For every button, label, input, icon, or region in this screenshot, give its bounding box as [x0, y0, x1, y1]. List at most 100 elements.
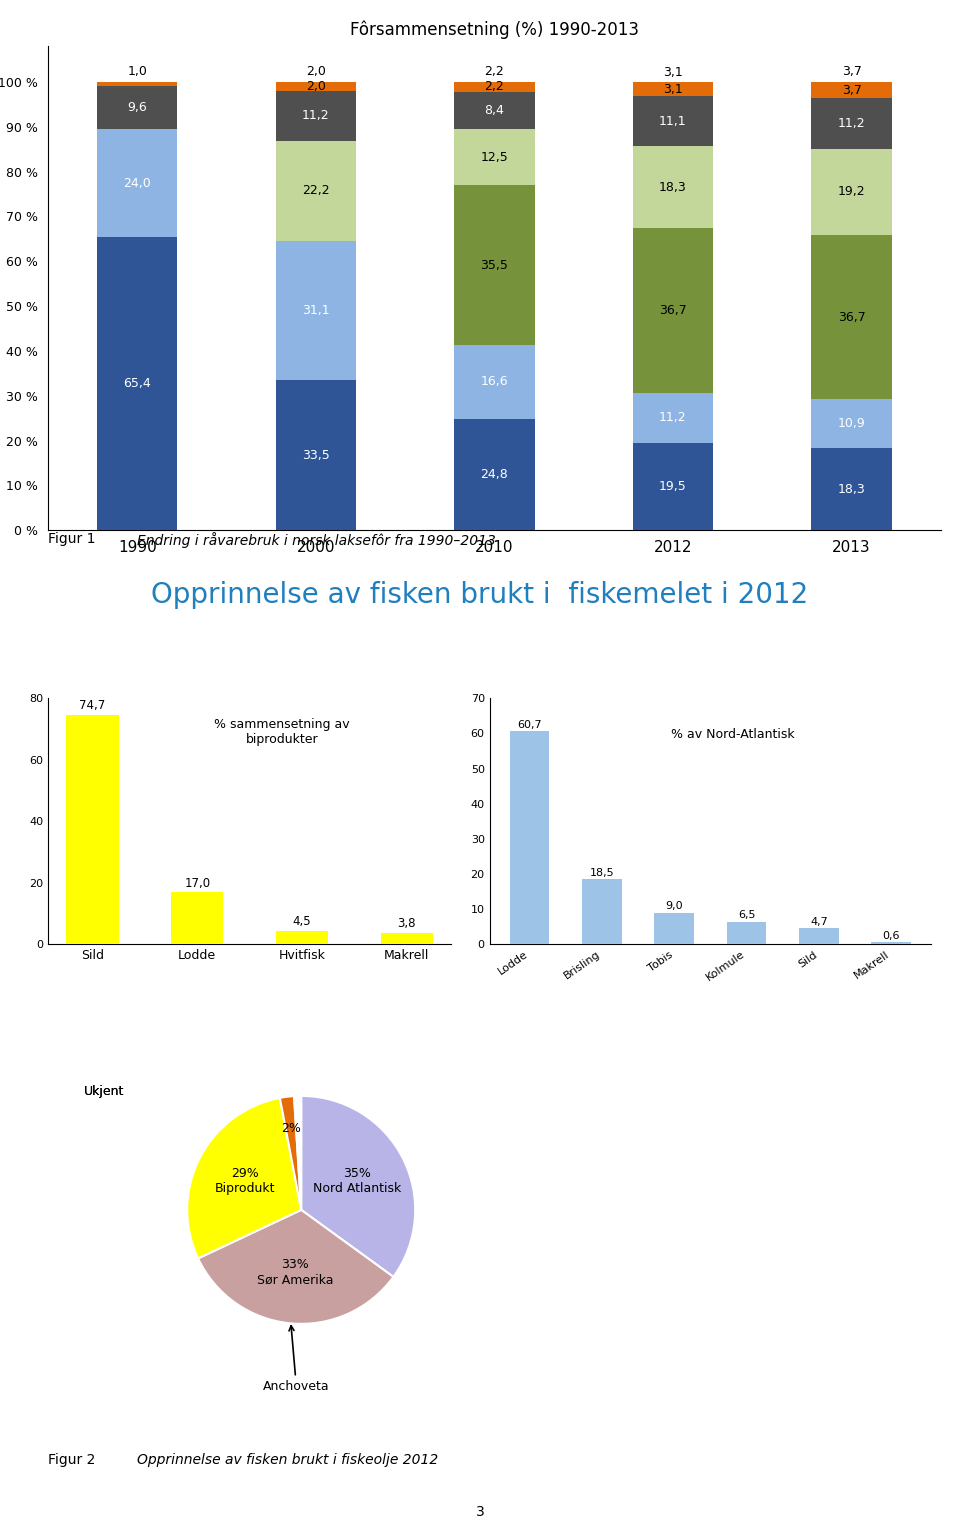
Bar — [276, 81, 356, 91]
Bar — [97, 86, 178, 129]
Bar — [811, 448, 892, 531]
Text: 31,1: 31,1 — [302, 304, 329, 318]
Text: Figur 1: Figur 1 — [48, 532, 95, 546]
Text: Opprinnelse av fisken brukt i fiskeolje 2012: Opprinnelse av fisken brukt i fiskeolje … — [137, 1453, 439, 1467]
Text: 18,5: 18,5 — [589, 868, 614, 877]
Bar — [655, 913, 694, 945]
Bar — [872, 942, 911, 945]
Text: 2,2: 2,2 — [485, 80, 504, 94]
Text: 9,6: 9,6 — [128, 101, 147, 115]
Text: 8,4: 8,4 — [485, 104, 504, 117]
Bar — [633, 146, 713, 229]
Bar — [97, 81, 178, 86]
Text: 11,2: 11,2 — [660, 411, 686, 425]
Text: 11,2: 11,2 — [838, 117, 865, 130]
Bar — [633, 443, 713, 531]
Bar — [276, 931, 328, 945]
Text: 18,3: 18,3 — [660, 181, 686, 193]
Bar — [633, 393, 713, 443]
Text: 3,7: 3,7 — [842, 66, 861, 78]
Text: 4,5: 4,5 — [293, 916, 311, 928]
Bar — [97, 129, 178, 238]
Text: Figur 2: Figur 2 — [48, 1453, 95, 1467]
Bar — [66, 715, 119, 945]
Bar — [276, 91, 356, 141]
Text: 3,1: 3,1 — [663, 83, 683, 95]
Wedge shape — [279, 1097, 301, 1210]
Text: 19,2: 19,2 — [838, 186, 865, 198]
Wedge shape — [198, 1210, 394, 1324]
Text: 6,5: 6,5 — [738, 910, 756, 920]
Text: 9,0: 9,0 — [665, 902, 684, 911]
Text: 16,6: 16,6 — [481, 376, 508, 388]
Legend: mikroingredienser, stivelse, planteolje, planteprotein, marin olje, marint prote: mikroingredienser, stivelse, planteolje,… — [956, 227, 960, 350]
Text: 74,7: 74,7 — [80, 700, 106, 712]
Bar — [454, 345, 535, 419]
Text: 1,0: 1,0 — [128, 66, 147, 78]
Bar — [454, 92, 535, 129]
Text: 2,0: 2,0 — [306, 66, 325, 78]
Text: 24,0: 24,0 — [124, 176, 151, 190]
Text: 24,8: 24,8 — [481, 468, 508, 482]
Text: Endring i råvarebruk i norsk laksefôr fra 1990–2013: Endring i råvarebruk i norsk laksefôr fr… — [137, 532, 496, 548]
Text: 36,7: 36,7 — [838, 310, 865, 324]
Wedge shape — [187, 1098, 301, 1258]
Bar — [276, 141, 356, 241]
Bar — [727, 922, 766, 945]
Bar — [811, 98, 892, 149]
Bar — [276, 241, 356, 380]
Wedge shape — [301, 1095, 415, 1276]
Bar — [811, 235, 892, 399]
Bar — [799, 928, 839, 945]
Bar — [811, 81, 892, 98]
Text: 33%
Sør Amerika: 33% Sør Amerika — [257, 1258, 333, 1287]
Text: 12,5: 12,5 — [481, 150, 508, 164]
Text: 3,1: 3,1 — [663, 66, 683, 78]
Wedge shape — [294, 1095, 301, 1210]
Text: % sammensetning av
biprodukter: % sammensetning av biprodukter — [214, 718, 349, 746]
Text: Opprinnelse av fisken brukt i  fiskemelet i 2012: Opprinnelse av fisken brukt i fiskemelet… — [152, 581, 808, 609]
Bar — [811, 399, 892, 448]
Bar — [454, 129, 535, 186]
Text: 17,0: 17,0 — [184, 876, 210, 890]
Text: 2%: 2% — [281, 1121, 300, 1135]
Bar — [633, 97, 713, 146]
Title: Fôrsammensetning (%) 1990-2013: Fôrsammensetning (%) 1990-2013 — [349, 20, 639, 38]
Bar — [633, 229, 713, 393]
Text: 60,7: 60,7 — [517, 719, 541, 730]
Bar — [454, 419, 535, 531]
Bar — [582, 879, 622, 945]
Text: 0,6: 0,6 — [882, 931, 900, 940]
Text: 65,4: 65,4 — [124, 377, 151, 390]
Bar — [510, 732, 549, 945]
Text: 36,7: 36,7 — [660, 304, 686, 318]
Text: Ukjent: Ukjent — [84, 1085, 125, 1098]
Text: 2,2: 2,2 — [485, 66, 504, 78]
Text: 18,3: 18,3 — [838, 483, 865, 495]
Text: 35,5: 35,5 — [480, 259, 509, 272]
Text: 33,5: 33,5 — [302, 448, 329, 462]
Text: 35%
Nord Atlantisk: 35% Nord Atlantisk — [313, 1167, 401, 1195]
Text: 22,2: 22,2 — [302, 184, 329, 198]
Text: 4,7: 4,7 — [810, 916, 828, 927]
Text: % av Nord-Atlantisk: % av Nord-Atlantisk — [671, 727, 794, 741]
Text: 3,7: 3,7 — [842, 84, 861, 97]
Text: 11,2: 11,2 — [302, 109, 329, 123]
Text: 2,0: 2,0 — [306, 80, 325, 94]
Bar — [454, 186, 535, 345]
Text: 29%
Biprodukt: 29% Biprodukt — [215, 1167, 276, 1195]
Text: Anchoveta: Anchoveta — [263, 1325, 329, 1393]
Bar — [97, 238, 178, 531]
Text: 19,5: 19,5 — [660, 480, 686, 492]
Text: Ukjent: Ukjent — [84, 1085, 125, 1098]
Bar — [633, 83, 713, 97]
Bar — [454, 81, 535, 92]
Bar — [380, 933, 433, 945]
Text: 11,1: 11,1 — [660, 115, 686, 127]
Bar — [811, 149, 892, 235]
Text: 3: 3 — [475, 1505, 485, 1519]
Bar — [171, 893, 224, 945]
Text: 3,8: 3,8 — [397, 917, 416, 930]
Text: 10,9: 10,9 — [838, 417, 865, 430]
Bar — [276, 380, 356, 531]
